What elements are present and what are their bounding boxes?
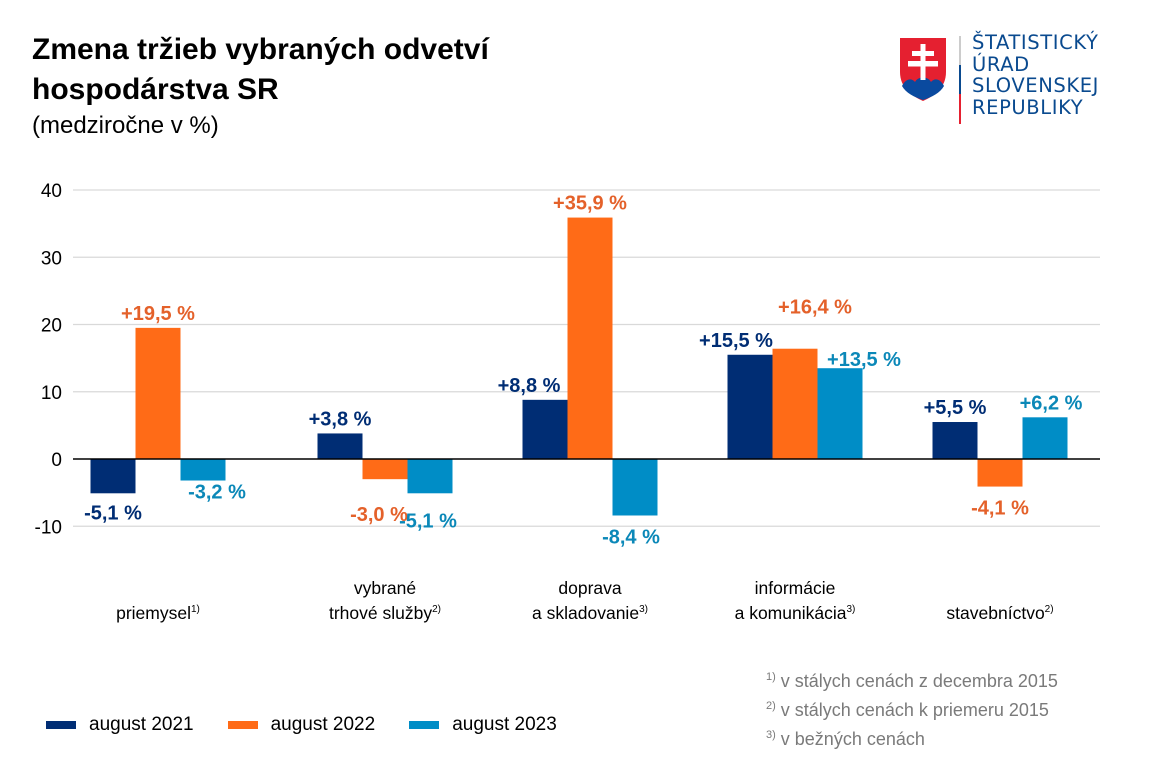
y-tick-label: 0	[51, 450, 62, 471]
logo-line: SLOVENSKEJ	[972, 74, 1100, 97]
category-label-line: a skladovanie3)	[532, 602, 648, 623]
data-label: +16,4 %	[778, 297, 852, 319]
chart-subtitle: (medziročne v %)	[32, 112, 219, 139]
y-tick-label: 30	[41, 248, 62, 269]
data-label: +5,5 %	[924, 397, 987, 419]
bar	[362, 459, 408, 480]
bar	[612, 459, 658, 516]
chart-title-line1: Zmena tržieb vybraných odvetví	[32, 33, 489, 66]
data-label: +8,8 %	[498, 375, 561, 397]
bar	[90, 459, 136, 494]
bar	[932, 422, 978, 459]
footnote-marker: 3)	[846, 604, 856, 615]
bar	[977, 459, 1023, 487]
legend-label: august 2022	[270, 714, 376, 735]
legend-label: august 2023	[452, 714, 557, 735]
chart-title-line2: hospodárstva SR	[32, 73, 279, 106]
footnotes: 1) v stálych cenách z decembra 2015 2) v…	[766, 665, 1058, 752]
legend-swatch-2021	[46, 721, 76, 729]
logo-line: ŠTATISTICKÝ	[972, 31, 1099, 54]
footnote-marker: 3)	[639, 604, 648, 615]
category-label-line: trhové služby2)	[328, 602, 442, 623]
data-label: +6,2 %	[1020, 392, 1083, 414]
data-label: -3,2 %	[188, 482, 246, 504]
footnote-marker: 1)	[766, 671, 776, 683]
x-category-label: stavebníctvo2)	[946, 599, 1053, 624]
data-label: -5,1 %	[399, 510, 457, 532]
chart-title: Zmena tržieb vybraných odvetví hospodárs…	[32, 30, 489, 110]
footnote: 3) v bežných cenách	[766, 723, 1058, 752]
logo-text: ŠTATISTICKÝ ÚRAD SLOVENSKEJ REPUBLIKY	[972, 32, 1099, 118]
legend-swatch-2023	[409, 721, 440, 729]
bar	[567, 217, 613, 459]
data-label: -3,0 %	[350, 504, 408, 526]
footnote-text: v stálych cenách k priemeru 2015	[775, 700, 1049, 720]
footnote-text: v bežných cenách	[775, 729, 925, 749]
footnote-marker: 3)	[766, 729, 776, 741]
footnote-marker: 1)	[190, 604, 200, 615]
legend-swatch-2022	[227, 721, 258, 729]
bar	[522, 399, 568, 459]
category-label-line: priemysel1)	[116, 602, 200, 623]
data-label: -4,1 %	[971, 498, 1029, 520]
bar	[317, 433, 363, 459]
data-label: +3,8 %	[309, 408, 372, 430]
data-label: -5,1 %	[84, 502, 142, 524]
bar	[1022, 417, 1068, 459]
legend: august 2021 august 2022 august 2023	[46, 714, 591, 736]
footnote-marker: 2)	[432, 604, 442, 615]
legend-item-2021: august 2021	[46, 714, 194, 736]
logo-line: ÚRAD	[972, 52, 1030, 76]
footnote-marker: 2)	[1044, 604, 1054, 615]
bar	[727, 354, 773, 459]
y-tick-label: 20	[41, 316, 62, 337]
legend-label: august 2021	[89, 714, 194, 735]
category-label-line: vybrané	[353, 578, 417, 598]
bar	[817, 368, 863, 459]
y-tick-label: 10	[41, 383, 62, 404]
data-label: +19,5 %	[121, 303, 195, 325]
category-label-line: stavebníctvo2)	[946, 602, 1054, 623]
bar	[407, 459, 453, 494]
footnote: 1) v stálych cenách z decembra 2015	[766, 665, 1058, 694]
y-tick-label: 40	[41, 181, 62, 202]
bar	[135, 327, 181, 459]
legend-item-2023: august 2023	[409, 714, 557, 736]
x-category-label: doprava a skladovanie3)	[532, 577, 648, 624]
y-tick-label: -10	[35, 517, 62, 538]
slovak-coat-of-arms-icon	[900, 38, 946, 101]
x-category-label: vybrané trhové služby2)	[329, 577, 441, 624]
footnote-marker: 2)	[766, 700, 776, 712]
x-category-label: priemysel1)	[116, 599, 200, 624]
logo-line: REPUBLIKY	[972, 95, 1084, 119]
logo-divider	[959, 36, 961, 124]
footnote: 2) v stálych cenách k priemeru 2015	[766, 694, 1058, 723]
category-label-line: a komunikácia3)	[734, 602, 856, 623]
category-label-line: doprava	[558, 578, 622, 598]
data-label: +13,5 %	[827, 349, 901, 371]
bar	[772, 348, 818, 459]
bar	[180, 459, 226, 481]
legend-item-2022: august 2022	[227, 714, 376, 736]
statistical-office-logo: ŠTATISTICKÝ ÚRAD SLOVENSKEJ REPUBLIKY	[896, 32, 1136, 128]
data-label: -8,4 %	[602, 526, 660, 548]
data-label: +35,9 %	[553, 193, 627, 215]
category-label-line: informácie	[754, 578, 836, 598]
x-category-label: informácie a komunikácia3)	[735, 577, 856, 624]
data-label: +15,5 %	[699, 330, 773, 352]
footnote-text: v stálych cenách z decembra 2015	[775, 671, 1058, 691]
